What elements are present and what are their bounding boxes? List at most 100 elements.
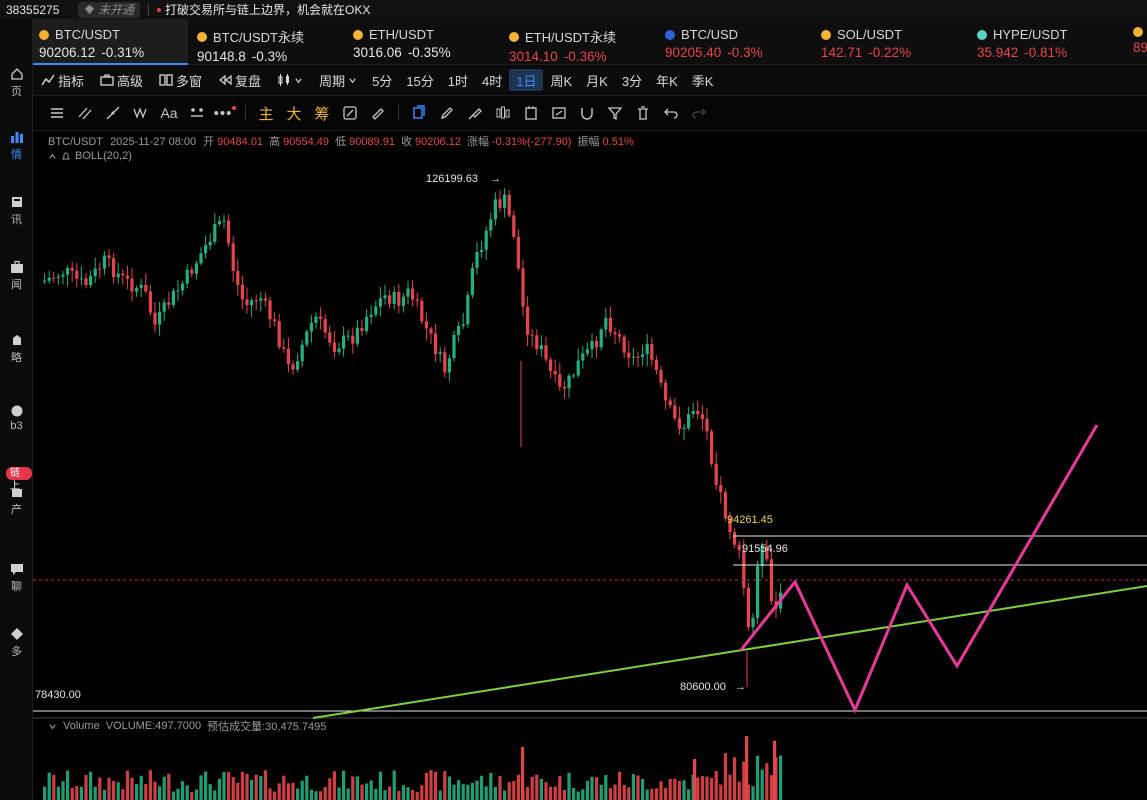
- candle-body: [650, 343, 654, 360]
- candle-body: [595, 341, 599, 348]
- low-label: 低: [335, 136, 347, 148]
- wave-tool-icon[interactable]: [127, 99, 155, 127]
- candle-body: [75, 270, 79, 279]
- ticker-hype-usdt[interactable]: HYPE/USDT 35.942 -0.81%: [971, 19, 1121, 65]
- nav-item-web3[interactable]: b3: [0, 394, 33, 442]
- nav-item-info[interactable]: 讯: [0, 187, 33, 235]
- candle-body: [567, 375, 571, 389]
- nav-item-more[interactable]: 多: [0, 619, 33, 667]
- ticker-btc-usdt-perp[interactable]: BTC/USDT永续 90148.8 -0.3%: [191, 19, 341, 65]
- period-5min[interactable]: 5分: [372, 73, 393, 89]
- brush-tool-icon[interactable]: [461, 99, 489, 127]
- more-tools-icon[interactable]: •••: [211, 99, 239, 127]
- nav-item-market[interactable]: 情: [0, 122, 33, 170]
- ticker-strip: BTC/USDT 90206.12 -0.31% BTC/USDT永续 90148…: [33, 19, 1147, 65]
- low-price-label: 80600.00: [680, 681, 726, 693]
- boll-legend[interactable]: BOLL(20,2): [48, 150, 132, 162]
- candle-body: [549, 359, 553, 372]
- trend-line-tool-icon[interactable]: [99, 99, 127, 127]
- magnet-tool-icon[interactable]: [573, 99, 601, 127]
- volume-bar: [645, 789, 649, 800]
- nav-item-home[interactable]: 页: [0, 59, 33, 107]
- advanced-button[interactable]: 高级: [92, 68, 151, 92]
- note-tool-icon[interactable]: [517, 99, 545, 127]
- account-status-badge[interactable]: 未开通: [78, 1, 141, 18]
- chips-button[interactable]: 筹: [314, 105, 330, 123]
- trash-icon[interactable]: [629, 99, 657, 127]
- nav-label: 多: [11, 646, 22, 658]
- ticker-btc-usd[interactable]: BTC/USD 90205.40 -0.3%: [659, 19, 809, 65]
- copy-tool-icon[interactable]: [405, 99, 433, 127]
- ticker-name: BTC/USDT永续: [213, 30, 305, 45]
- ticker-btc-usdt[interactable]: BTC/USDT 90206.12 -0.31%: [33, 19, 188, 65]
- volume-bar: [737, 781, 741, 800]
- notice-banner[interactable]: 打破交易所与链上边界，机会就在OKX: [157, 1, 370, 18]
- eraser-tool-icon[interactable]: [364, 99, 392, 127]
- pencil-tool-icon[interactable]: [433, 99, 461, 127]
- ticker-eth-usdt[interactable]: ETH/USDT 3016.06 -0.35%: [347, 19, 497, 65]
- volume-bar: [627, 787, 631, 800]
- candle-body: [167, 302, 171, 305]
- bar-pattern-icon[interactable]: [489, 99, 517, 127]
- edit-tool-icon[interactable]: [545, 99, 573, 127]
- period-1h[interactable]: 1时: [447, 73, 469, 89]
- notice-text: 打破交易所与链上边界，机会就在OKX: [165, 3, 371, 17]
- nav-item-strategy[interactable]: 略: [0, 325, 33, 373]
- ticker-eth-usdt-perp[interactable]: ETH/USDT永续 3014.10 -0.36%: [503, 19, 653, 65]
- ticker-sol-usdt[interactable]: SOL/USDT 142.71 -0.22%: [815, 19, 965, 65]
- candle-body: [765, 545, 769, 560]
- candle-body: [89, 276, 93, 286]
- candlestick-chart[interactable]: 126199.63 → 94261.45 91554.96 80600.00 → 78430…: [33, 131, 1147, 800]
- period-quarter[interactable]: 季K: [691, 73, 714, 89]
- main-indicator-button[interactable]: 主: [258, 105, 274, 123]
- period-dropdown[interactable]: 周期: [311, 68, 365, 92]
- volume-bar: [512, 781, 516, 800]
- volume-bar: [98, 777, 102, 800]
- menu-icon[interactable]: [43, 99, 71, 127]
- period-4h[interactable]: 4时: [482, 73, 503, 89]
- candle-body: [516, 236, 520, 269]
- replay-button[interactable]: 复盘: [210, 68, 269, 92]
- period-month[interactable]: 月K: [586, 73, 608, 89]
- text-tool-icon[interactable]: Aa: [160, 105, 178, 121]
- ai-draw-icon[interactable]: [336, 99, 364, 127]
- nav-item-chat[interactable]: 聊: [0, 554, 33, 602]
- undo-icon[interactable]: [657, 99, 685, 127]
- chart-type-dropdown[interactable]: [269, 68, 311, 92]
- parallel-line-tool-icon[interactable]: [71, 99, 99, 127]
- nav-label: 讯: [11, 214, 22, 226]
- ticker-partial[interactable]: 89: [1127, 19, 1147, 65]
- redo-icon[interactable]: [685, 99, 713, 127]
- period-week[interactable]: 周K: [550, 73, 573, 89]
- candle-body: [194, 263, 198, 274]
- nav-item-assets[interactable]: 产: [0, 477, 33, 525]
- big-order-button[interactable]: 大: [286, 105, 302, 123]
- volume-bar: [190, 791, 194, 800]
- candle-body: [438, 352, 442, 355]
- volume-bar: [392, 770, 396, 800]
- period-3min[interactable]: 3分: [621, 73, 643, 89]
- change-value: -0.31%(-277.90): [491, 136, 572, 148]
- volume-legend[interactable]: Volume VOLUME:497.7000 预估成交量:30,475.7495: [48, 718, 326, 734]
- period-15min[interactable]: 15分: [406, 73, 434, 89]
- multi-window-button[interactable]: 多窗: [151, 68, 210, 92]
- advanced-label: 高级: [117, 73, 144, 89]
- period-1d[interactable]: 1日: [509, 69, 544, 91]
- candle-body: [305, 331, 309, 345]
- indicators-button[interactable]: 指标: [33, 68, 92, 92]
- onchain-badge: 链上: [6, 467, 32, 492]
- volume-bar: [112, 781, 116, 800]
- pattern-tool-icon[interactable]: [183, 99, 211, 127]
- candle-body: [204, 245, 208, 254]
- eth-coin-icon: [509, 31, 519, 42]
- volume-bar: [779, 755, 783, 800]
- nav-item-news[interactable]: 闻: [0, 252, 33, 300]
- filter-tool-icon[interactable]: [601, 99, 629, 127]
- ticker-change: -0.22%: [868, 45, 912, 60]
- volume-bar: [760, 769, 764, 800]
- nav-label: 聊: [11, 581, 22, 593]
- volume-bar: [254, 774, 258, 800]
- candle-body: [668, 400, 672, 406]
- period-year[interactable]: 年K: [656, 73, 678, 89]
- candle-body: [360, 327, 364, 332]
